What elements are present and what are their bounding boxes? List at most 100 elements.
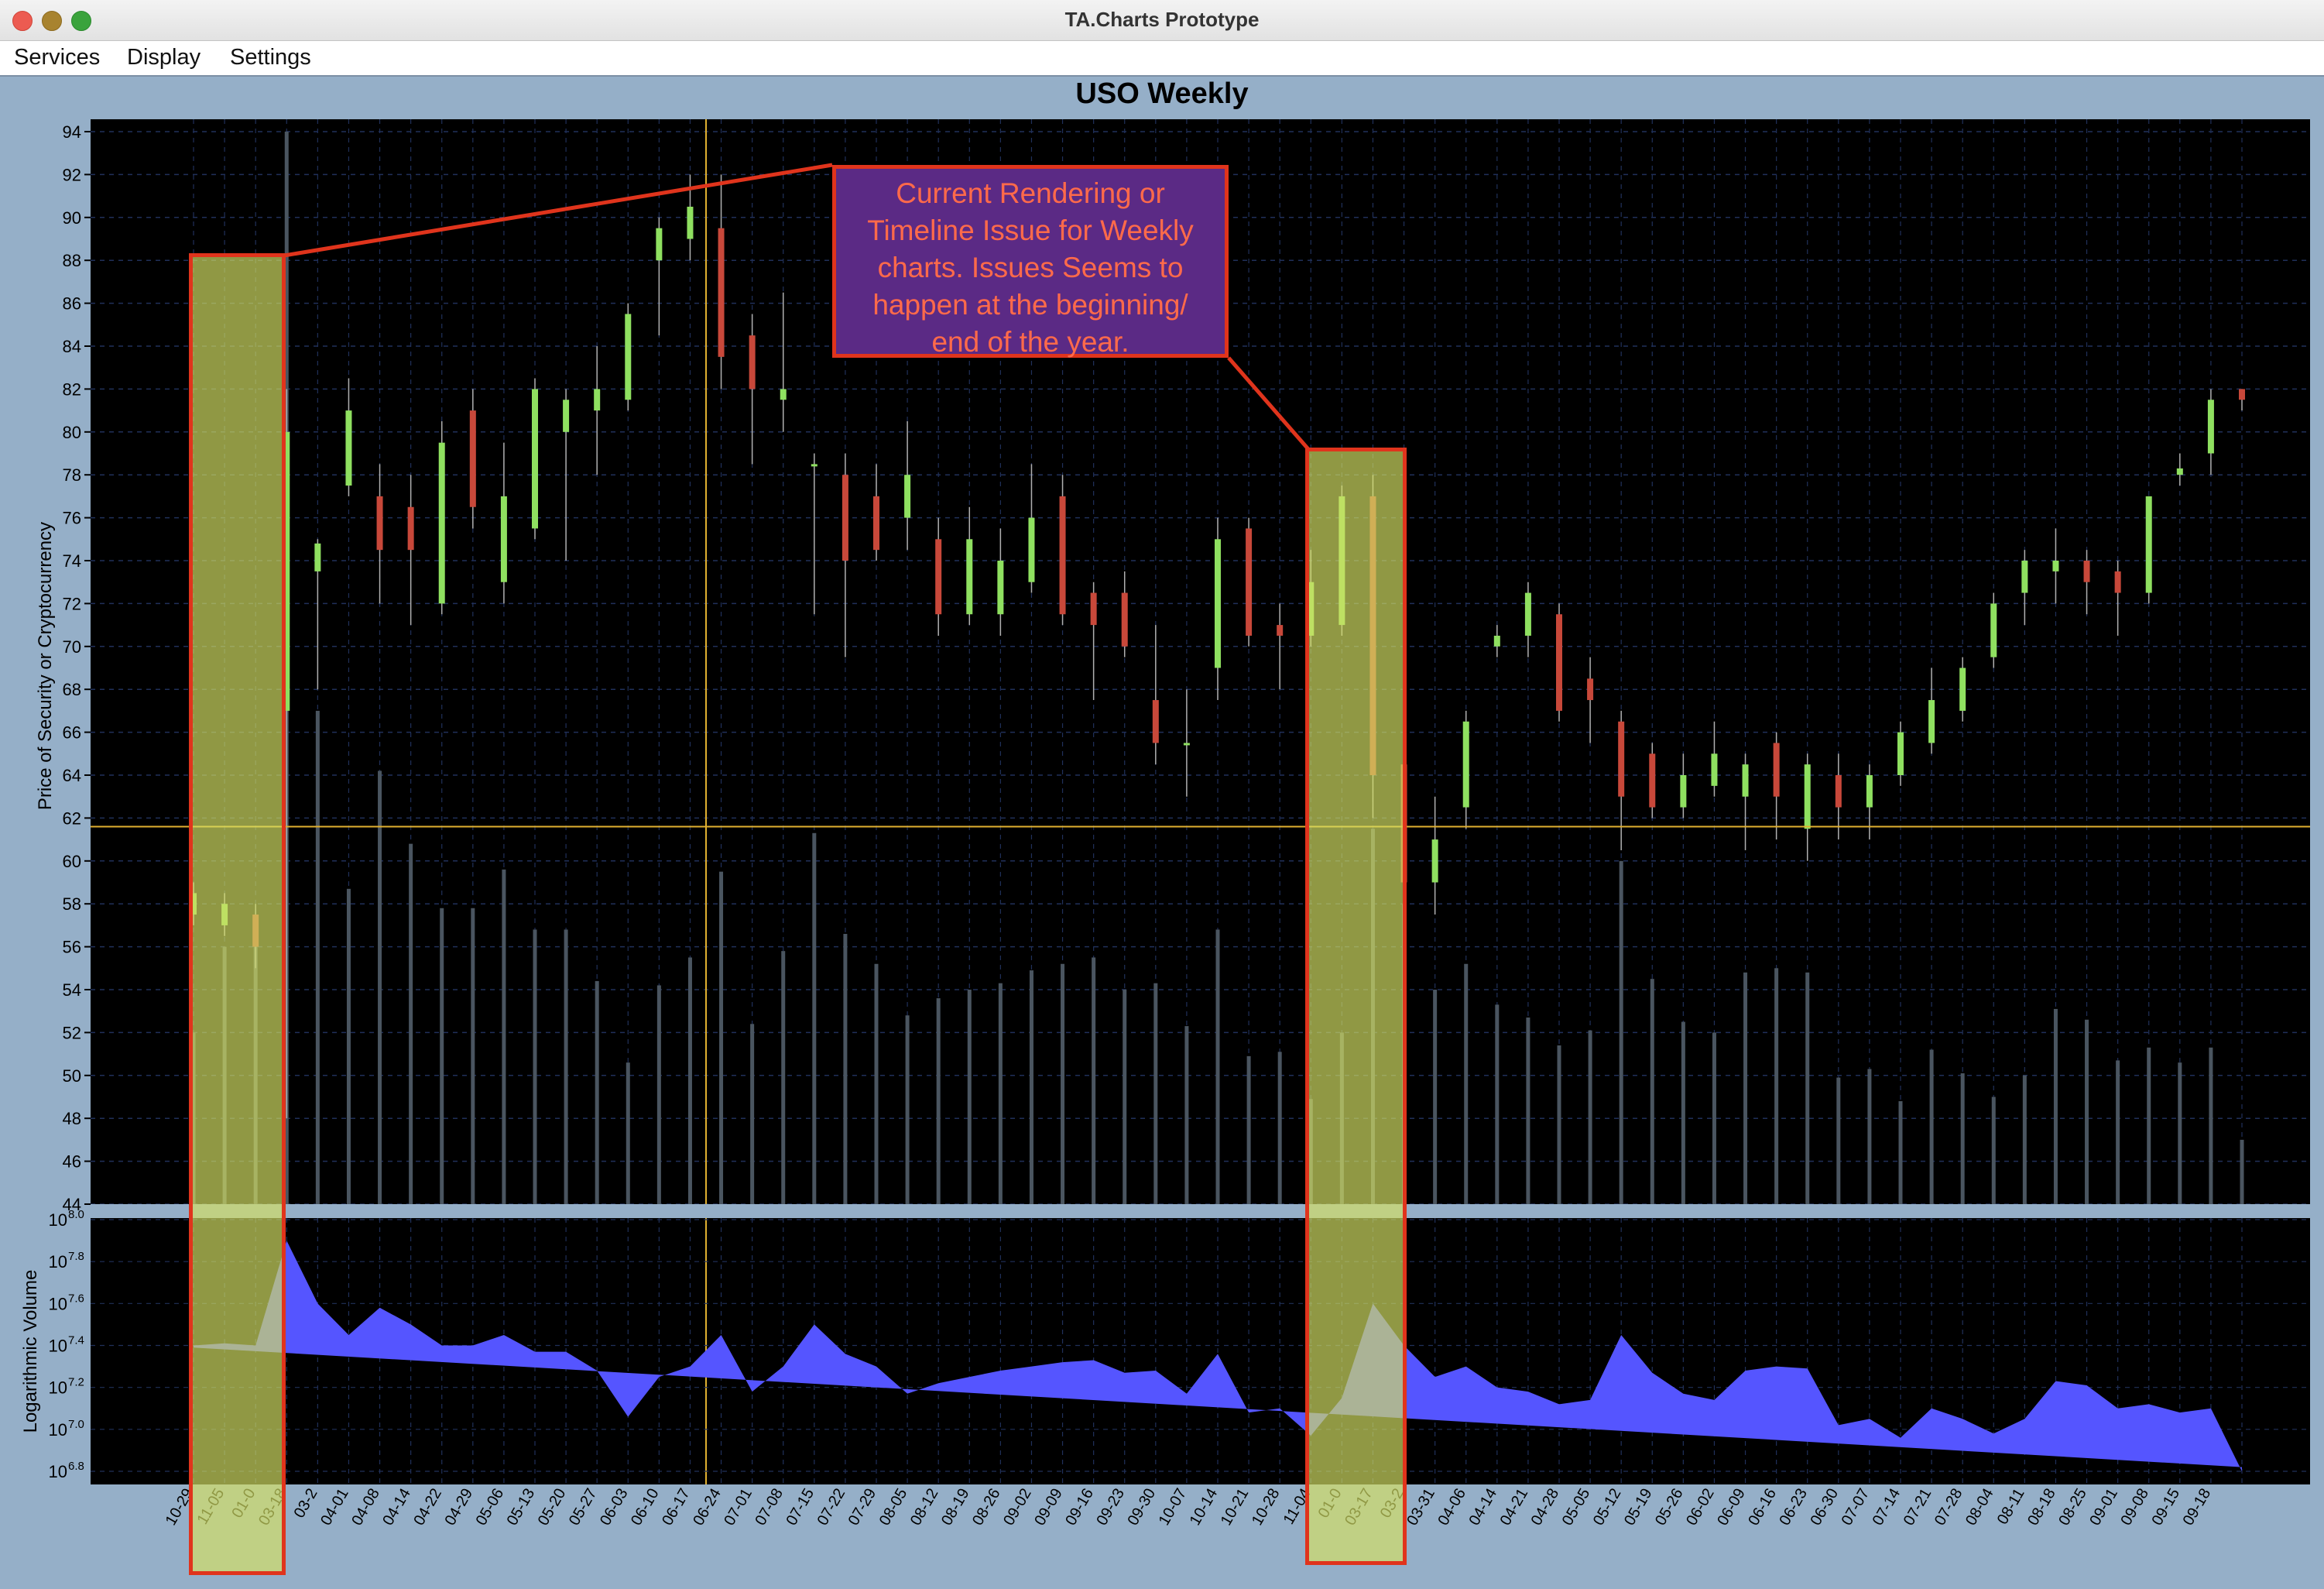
price-tick-label: 60 <box>63 852 81 871</box>
x-axis-label: 08-05 <box>876 1486 911 1529</box>
candle-up <box>563 400 570 432</box>
menu-services[interactable]: Services <box>14 45 101 70</box>
candle-down <box>1835 775 1842 808</box>
x-axis-label: 10-21 <box>1218 1486 1253 1529</box>
price-tick-label: 48 <box>63 1109 81 1128</box>
close-window-button[interactable] <box>12 11 33 31</box>
volume-bar <box>1650 979 1654 1204</box>
volume-bar <box>1898 1101 1903 1204</box>
candle-down <box>749 335 756 390</box>
price-tick-label: 72 <box>63 594 81 613</box>
menu-settings[interactable]: Settings <box>230 45 311 70</box>
price-tick-label: 74 <box>63 551 81 571</box>
x-axis-label: 09-18 <box>2180 1486 2215 1529</box>
volume-bar <box>1929 1049 1934 1204</box>
volume-bar <box>2053 1008 2058 1204</box>
x-axis-label: 06-10 <box>628 1486 663 1529</box>
volume-bar <box>1495 1004 1500 1204</box>
x-axis-label: 07-07 <box>1839 1486 1873 1529</box>
candle-down <box>1152 700 1159 743</box>
volume-bar <box>1712 1032 1716 1204</box>
x-axis-label: 07-21 <box>1901 1486 1935 1529</box>
volume-bar <box>595 980 599 1204</box>
x-axis-label: 04-06 <box>1435 1486 1469 1529</box>
issue-highlight-left <box>189 253 286 1575</box>
issue-highlight-right <box>1305 448 1407 1565</box>
price-tick-label: 68 <box>63 680 81 699</box>
volume-bar <box>626 1062 630 1204</box>
candle-down <box>935 539 942 615</box>
volume-bar <box>1092 957 1096 1204</box>
candle-up <box>1524 592 1531 636</box>
candle-up <box>625 314 632 400</box>
menu-bar: Services Display Settings <box>0 41 2324 77</box>
volume-bar <box>564 929 568 1204</box>
candle-down <box>1587 678 1594 701</box>
x-axis-label: 07-22 <box>814 1486 849 1529</box>
candle-up <box>1462 721 1469 808</box>
price-tick-label: 88 <box>63 251 81 270</box>
candle-up <box>2176 468 2183 475</box>
x-axis-label: 07-08 <box>752 1486 787 1529</box>
x-axis-label: 07-15 <box>783 1486 818 1529</box>
volume-bar <box>874 963 879 1204</box>
x-axis-label: 04-28 <box>1528 1486 1563 1529</box>
candle-up <box>500 496 507 582</box>
x-axis-label: 04-14 <box>1466 1486 1501 1529</box>
menu-display[interactable]: Display <box>127 45 201 70</box>
volume-bar <box>1774 968 1779 1204</box>
window-titlebar: TA.Charts Prototype <box>0 0 2324 41</box>
annotation-line: Timeline Issue for Weekly <box>867 214 1194 246</box>
price-tick-label: 86 <box>63 294 81 314</box>
volume-tick-exponent: 7.6 <box>68 1292 84 1305</box>
volume-bar <box>750 1024 755 1204</box>
price-tick-label: 78 <box>63 465 81 485</box>
annotation-line: end of the year. <box>931 326 1129 358</box>
volume-bar <box>1960 1073 1965 1204</box>
x-axis-label: 04-22 <box>410 1486 445 1529</box>
volume-bar <box>905 1015 910 1204</box>
x-axis-label: 05-27 <box>566 1486 601 1529</box>
volume-tick-exponent: 7.0 <box>68 1418 84 1431</box>
volume-tick-exponent: 8.0 <box>68 1208 84 1221</box>
x-axis-label: 09-02 <box>1000 1486 1035 1529</box>
x-axis-label: 09-30 <box>1125 1486 1160 1529</box>
volume-bar <box>1867 1069 1872 1204</box>
minimize-window-button[interactable] <box>42 11 62 31</box>
volume-tick-exponent: 7.2 <box>68 1376 84 1389</box>
volume-bar <box>812 832 817 1204</box>
x-axis-label: 10-07 <box>1156 1486 1191 1529</box>
x-axis-label: 06-17 <box>659 1486 694 1529</box>
price-tick-label: 66 <box>63 723 81 743</box>
x-axis-label: 06-24 <box>690 1486 725 1529</box>
volume-bar <box>781 951 786 1204</box>
annotation-line: charts. Issues Seems to <box>877 252 1184 283</box>
volume-bar <box>2240 1139 2244 1204</box>
volume-bar <box>1681 1021 1685 1204</box>
candle-down <box>1246 528 1253 636</box>
x-axis-label: 09-15 <box>2149 1486 2184 1529</box>
candle-down <box>469 410 476 507</box>
x-axis-label: 07-01 <box>721 1486 756 1529</box>
annotation-pointer-left <box>283 163 833 258</box>
volume-bar <box>1153 983 1158 1204</box>
x-axis-label: 05-19 <box>1621 1486 1656 1529</box>
x-axis-label: 06-02 <box>1683 1486 1718 1529</box>
x-axis-label: 09-23 <box>1093 1486 1128 1529</box>
x-axis-label: 04-29 <box>442 1486 477 1529</box>
candle-up <box>1215 539 1221 668</box>
candle-up <box>2052 561 2059 571</box>
price-tick-label: 90 <box>63 208 81 228</box>
candle-up <box>438 442 445 604</box>
price-tick-label: 58 <box>63 894 81 914</box>
price-tick-label: 56 <box>63 938 81 957</box>
annotation-callout: Current Rendering or Timeline Issue for … <box>832 165 1229 358</box>
volume-bar <box>687 957 692 1204</box>
zoom-window-button[interactable] <box>71 11 91 31</box>
x-axis-label: 06-23 <box>1776 1486 1811 1529</box>
x-axis-label: 06-16 <box>1745 1486 1780 1529</box>
x-axis-label: 07-14 <box>1870 1486 1904 1529</box>
candle-down <box>1618 721 1625 797</box>
candle-up <box>904 475 911 518</box>
